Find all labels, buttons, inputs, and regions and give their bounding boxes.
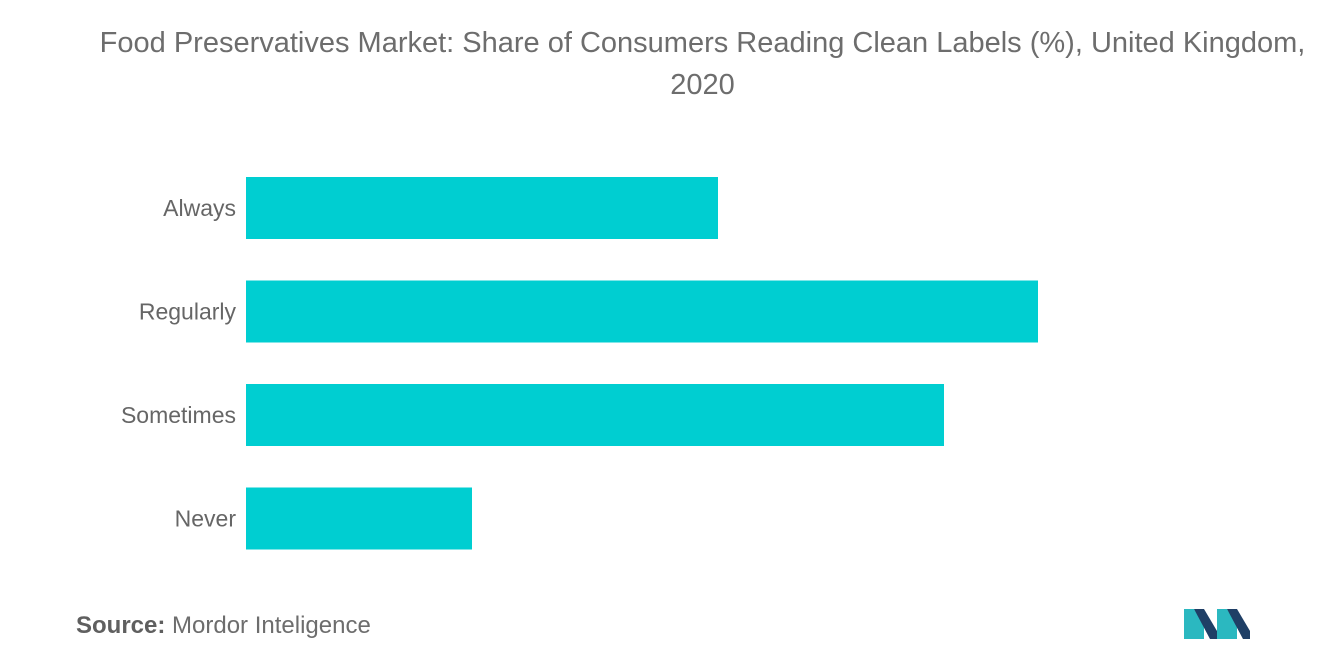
bar-regularly xyxy=(246,280,1038,343)
source-note: Source: Mordor Inteligence xyxy=(76,612,371,640)
category-label-always: Always xyxy=(163,195,236,221)
chart-title: Food Preservatives Market: Share of Cons… xyxy=(99,27,1306,101)
bar-chart: Always Regularly Sometimes Never xyxy=(121,177,1038,550)
bar-sometimes xyxy=(246,384,944,446)
bar-always xyxy=(246,177,718,239)
mordor-intelligence-logo-icon xyxy=(1184,609,1250,639)
bar-never xyxy=(246,487,472,550)
category-label-never: Never xyxy=(175,506,237,532)
source-label: Source: xyxy=(76,612,166,639)
category-label-regularly: Regularly xyxy=(139,299,237,325)
bars-layer xyxy=(246,177,1038,550)
category-label-sometimes: Sometimes xyxy=(121,402,236,428)
source-text: Mordor Inteligence xyxy=(172,612,371,639)
category-labels: Always Regularly Sometimes Never xyxy=(121,195,237,532)
